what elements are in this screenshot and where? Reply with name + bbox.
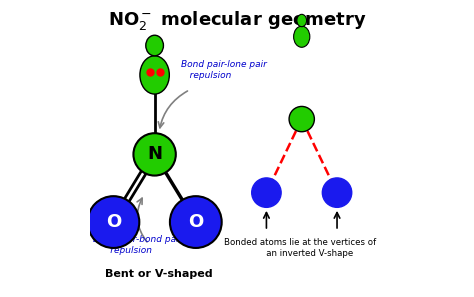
Text: Bent or V-shaped: Bent or V-shaped [105, 269, 213, 279]
Ellipse shape [293, 26, 310, 47]
Ellipse shape [146, 35, 164, 56]
Text: Bonded atoms lie at the vertices of
       an inverted V-shape: Bonded atoms lie at the vertices of an i… [224, 238, 376, 257]
Ellipse shape [140, 56, 169, 94]
Text: O: O [106, 213, 121, 231]
Text: N: N [147, 146, 162, 163]
Text: O: O [188, 213, 203, 231]
Text: Bond pair-bond pair
      repulsion: Bond pair-bond pair repulsion [93, 235, 182, 255]
Circle shape [88, 196, 139, 248]
Circle shape [289, 106, 314, 132]
Text: Bond pair-lone pair
   repulsion: Bond pair-lone pair repulsion [181, 60, 267, 80]
Circle shape [322, 178, 352, 207]
Text: NO$_2^-$ molecular geometry: NO$_2^-$ molecular geometry [108, 9, 366, 32]
Circle shape [170, 196, 222, 248]
Circle shape [252, 178, 281, 207]
Circle shape [134, 133, 176, 176]
Ellipse shape [297, 14, 307, 27]
